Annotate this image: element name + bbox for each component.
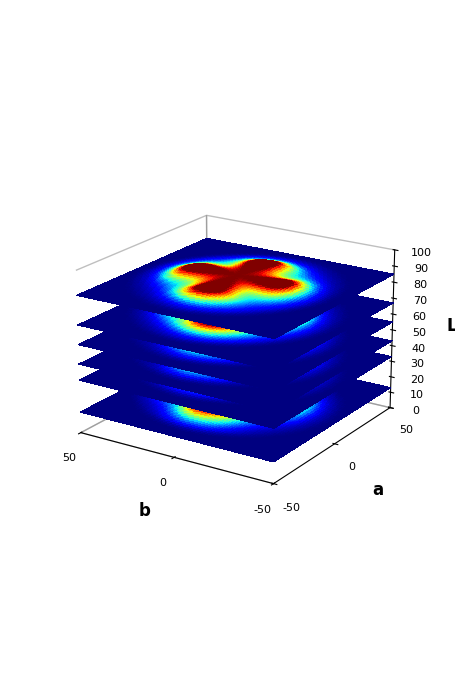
Y-axis label: a: a — [372, 481, 384, 499]
X-axis label: b: b — [139, 501, 151, 520]
